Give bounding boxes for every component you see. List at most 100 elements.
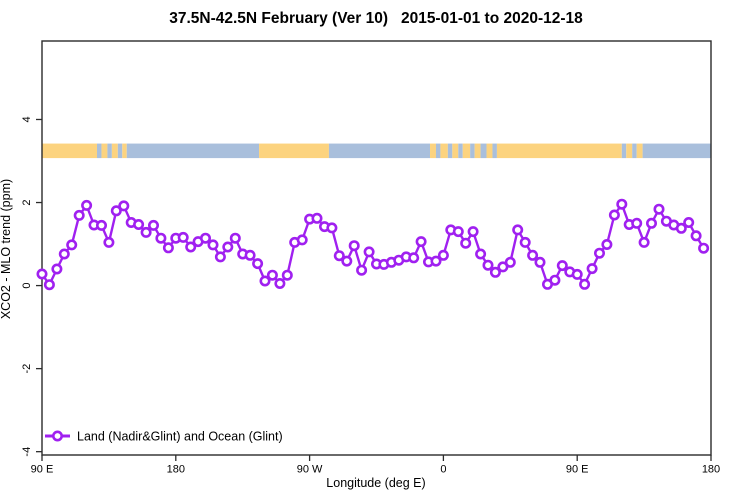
y-tick-label: -4: [21, 447, 33, 457]
data-point: [274, 277, 286, 289]
band-segment-land: [486, 143, 493, 159]
data-point: [608, 209, 620, 221]
data-point: [66, 239, 78, 251]
data-point: [571, 268, 583, 280]
data-point: [460, 237, 472, 249]
legend: Land (Nadir&Glint) and Ocean (Glint): [45, 430, 283, 444]
band-segment-ocean: [642, 143, 711, 159]
band-segment-land: [111, 143, 118, 159]
data-point: [252, 258, 264, 270]
data-point: [616, 198, 628, 210]
land-ocean-band: [42, 143, 711, 159]
x-tick-label: 180: [167, 464, 185, 476]
data-point: [185, 241, 197, 253]
data-point: [527, 249, 539, 261]
data-point: [512, 224, 524, 236]
band-segment-ocean: [97, 143, 102, 159]
y-tick-label: 2: [21, 199, 33, 205]
data-point: [638, 236, 650, 248]
data-point: [214, 251, 226, 263]
band-segment-land: [636, 143, 643, 159]
data-point: [549, 274, 561, 286]
data-point: [244, 249, 256, 261]
band-segment-ocean: [470, 143, 475, 159]
band-segment-land: [474, 143, 481, 159]
x-axis-title: Longitude (deg E): [326, 476, 425, 490]
data-point: [51, 263, 63, 275]
data-point: [81, 199, 93, 211]
axes: 90 E 180 90 W 0 90 E 180 -4 -2 0 2 4: [21, 40, 720, 476]
band-segment-ocean: [480, 143, 487, 159]
band-segment-land: [430, 143, 436, 159]
x-tick-label: 90 E: [566, 464, 589, 476]
band-segment-ocean: [458, 143, 463, 159]
plot-frame: [41, 40, 712, 456]
y-tick-label: -2: [21, 364, 33, 374]
band-segment-land: [440, 143, 448, 159]
band-segment-ocean: [632, 143, 637, 159]
data-point: [415, 236, 427, 248]
band-segment-land: [496, 143, 622, 159]
data-point: [148, 219, 160, 231]
data-point: [207, 239, 219, 251]
data-point: [504, 256, 516, 268]
data-point: [534, 256, 546, 268]
data-point: [556, 260, 568, 272]
data-point: [103, 236, 115, 248]
data-point: [229, 232, 241, 244]
band-segment-land: [626, 143, 633, 159]
data-point: [266, 269, 278, 281]
data-point: [177, 231, 189, 243]
data-point: [356, 264, 368, 276]
data-point: [363, 246, 375, 258]
data-point: [140, 226, 152, 238]
data-point: [155, 232, 167, 244]
data-point: [162, 242, 174, 254]
data-point: [326, 222, 338, 234]
data-point: [489, 266, 501, 278]
band-segment-ocean: [621, 143, 627, 159]
y-tick-label: 4: [21, 116, 33, 122]
data-point: [497, 261, 509, 273]
data-point: [690, 230, 702, 242]
data-point: [341, 255, 353, 267]
data-point: [653, 203, 665, 215]
band-segment-ocean: [328, 143, 431, 159]
data-point: [222, 241, 234, 253]
data-point: [675, 222, 687, 234]
data-point: [452, 226, 464, 238]
data-point: [311, 212, 323, 224]
data-point: [96, 219, 108, 231]
band-segment-ocean: [107, 143, 112, 159]
data-point: [593, 247, 605, 259]
x-tick-label: 180: [702, 464, 720, 476]
data-point: [645, 217, 657, 229]
data-point: [579, 278, 591, 290]
data-point: [281, 269, 293, 281]
band-segment-ocean: [126, 143, 260, 159]
data-point: [683, 217, 695, 229]
data-point: [118, 200, 130, 212]
data-point: [430, 255, 442, 267]
data-point: [348, 240, 360, 252]
band-segment-land: [452, 143, 459, 159]
data-point: [519, 236, 531, 248]
legend-label: Land (Nadir&Glint) and Ocean (Glint): [77, 430, 283, 444]
band-segment-land: [101, 143, 108, 159]
data-series: [36, 198, 710, 291]
band-segment-ocean: [117, 143, 123, 159]
data-point: [73, 209, 85, 221]
x-tick-label: 0: [440, 464, 446, 476]
x-tick-label: 90 E: [31, 464, 54, 476]
band-segment-land: [462, 143, 471, 159]
band-segment-land: [259, 143, 329, 159]
data-point: [408, 252, 420, 264]
y-axis-title: XCO2 - MLO trend (ppm): [0, 179, 13, 319]
chart-title: 37.5N-42.5N February (Ver 10) 2015-01-01…: [169, 10, 583, 27]
data-point: [43, 279, 55, 291]
data-point: [333, 250, 345, 262]
data-point: [698, 242, 710, 254]
band-segment-land: [42, 143, 98, 159]
data-point: [259, 275, 271, 287]
